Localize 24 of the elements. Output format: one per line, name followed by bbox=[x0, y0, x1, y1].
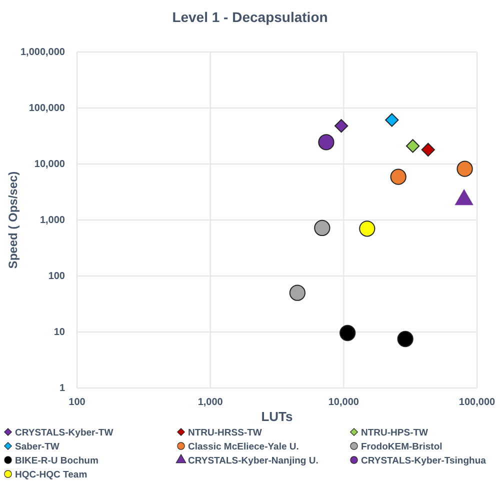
y-tick-label: 100,000 bbox=[28, 103, 66, 114]
legend-label: NTRU-HPS-TW bbox=[361, 428, 428, 438]
chart-title: Level 1 - Decapsulation bbox=[172, 9, 328, 25]
legend-label: Classic McEliece-Yale U. bbox=[188, 442, 299, 452]
y-tick-label: 100 bbox=[48, 271, 66, 282]
y-axis-title: Speed ( Ops/sec) bbox=[6, 171, 20, 269]
x-tick-label: 100 bbox=[68, 397, 86, 408]
y-tick-label: 10,000 bbox=[34, 159, 66, 170]
y-tick-label: 1 bbox=[59, 383, 66, 394]
legend-label: HQC-HQC Team bbox=[15, 470, 88, 480]
x-tick-label: 10,000 bbox=[328, 397, 360, 408]
x-axis-title: LUTs bbox=[261, 409, 293, 424]
legend-label: CRYSTALS-Kyber-TW bbox=[15, 428, 114, 438]
y-tick-label: 1,000,000 bbox=[20, 47, 66, 58]
legend-label: NTRU-HRSS-TW bbox=[188, 428, 262, 438]
legend-label: BIKE-R-U Bochum bbox=[15, 456, 98, 466]
legend-label: CRYSTALS-Kyber-Tsinghua bbox=[361, 456, 487, 466]
x-tick-label: 1,000 bbox=[198, 397, 224, 408]
legend-label: CRYSTALS-Kyber-Nanjing U. bbox=[188, 456, 318, 466]
legend-label: Saber-TW bbox=[15, 442, 60, 452]
legend-label: FrodoKEM-Bristol bbox=[361, 442, 442, 452]
y-tick-label: 1,000 bbox=[40, 215, 66, 226]
y-tick-label: 10 bbox=[54, 327, 66, 338]
x-tick-label: 100,000 bbox=[458, 397, 496, 408]
